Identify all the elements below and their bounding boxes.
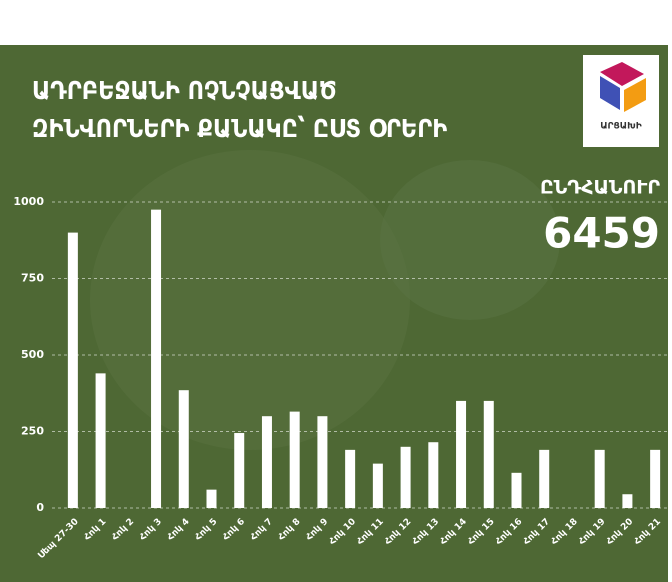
bar xyxy=(345,450,355,508)
bar xyxy=(622,494,632,508)
y-tick-label: 250 xyxy=(21,425,44,438)
bar xyxy=(290,412,300,508)
bar xyxy=(401,447,411,508)
chart-title: ԱԴՐԲԵՋԱՆԻ ՈՉՆՉԱՑՎԱԾ xyxy=(32,76,337,105)
bar xyxy=(456,401,466,508)
bar xyxy=(595,450,605,508)
background-photo xyxy=(90,150,410,450)
bar xyxy=(262,416,272,508)
chart: ԱԴՐԲԵՋԱՆԻ ՈՉՆՉԱՑՎԱԾ ԶԻՆՎՈՐՆԵՐԻ ՔԱՆԱԿԸ՝ Ը… xyxy=(0,0,672,582)
bar xyxy=(151,210,161,508)
bar xyxy=(650,450,660,508)
bar xyxy=(317,416,327,508)
bar xyxy=(373,464,383,508)
bar xyxy=(234,433,244,508)
logo-text: ԱՐՑԱԽԻ xyxy=(600,122,642,132)
bar xyxy=(484,401,494,508)
bar xyxy=(428,442,438,508)
bar xyxy=(207,490,217,508)
y-tick-label: 1000 xyxy=(13,195,44,208)
total-value: 6459 xyxy=(543,209,660,258)
logo: ԱՐՑԱԽԻ xyxy=(583,55,659,147)
y-tick-label: 0 xyxy=(36,501,44,514)
y-tick-label: 750 xyxy=(21,272,44,285)
bar xyxy=(539,450,549,508)
bar xyxy=(68,233,78,508)
bar xyxy=(179,390,189,508)
background-photo xyxy=(380,160,560,320)
bar xyxy=(96,373,106,508)
total-label: ԸՆԴՀԱՆՈՒՐ xyxy=(540,177,660,199)
y-tick-label: 500 xyxy=(21,348,44,361)
bar xyxy=(512,473,522,508)
chart-title: ԶԻՆՎՈՐՆԵՐԻ ՔԱՆԱԿԸ՝ ԸՍՏ ՕՐԵՐԻ xyxy=(32,114,447,143)
